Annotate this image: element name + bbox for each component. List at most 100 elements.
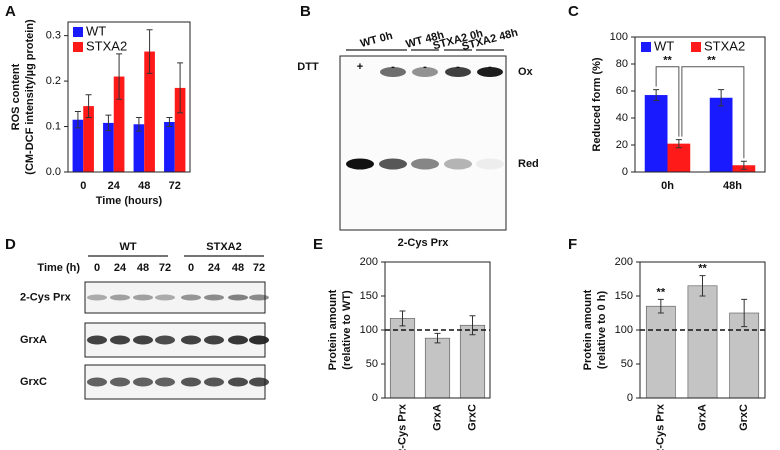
legend-swatch — [641, 42, 651, 52]
y-tick-label: 100 — [615, 324, 633, 336]
bar — [667, 143, 691, 172]
legend-label: WT — [654, 38, 674, 53]
x-tick-label: GrxA — [431, 404, 443, 431]
time-value: 0 — [94, 262, 100, 274]
blot-band — [228, 377, 248, 387]
blot-band — [87, 377, 107, 387]
dtt-sign: - — [456, 61, 460, 73]
bar — [644, 95, 668, 172]
blot-band — [204, 294, 224, 301]
bar — [144, 51, 155, 172]
panel-letter: E — [313, 236, 323, 253]
bar — [729, 312, 760, 399]
blot-band — [155, 335, 175, 345]
legend-label: STXA2 — [704, 38, 745, 53]
band-label: Ox — [518, 66, 534, 78]
panel-letter: F — [568, 236, 577, 253]
blot-image — [339, 55, 507, 231]
bar — [687, 285, 718, 399]
y-tick-label: 0.1 — [46, 120, 61, 132]
blot-band — [346, 158, 374, 170]
error-bar — [741, 298, 748, 328]
blot-caption: 2-Cys Prx — [398, 237, 450, 249]
bar — [709, 97, 733, 172]
blot-band — [476, 158, 504, 170]
blot-band — [204, 377, 224, 387]
y-tick-label: 80 — [616, 58, 628, 70]
row-label: GrxA — [20, 334, 47, 346]
y-tick-label: 150 — [615, 290, 633, 302]
error-bar — [399, 310, 406, 327]
y-tick-label: 40 — [616, 112, 628, 124]
x-tick-label: GrxA — [696, 404, 708, 431]
y-axis-label: (relative to 0 h) — [596, 291, 608, 370]
significance-bracket — [681, 66, 745, 159]
time-value: 24 — [208, 262, 221, 274]
legend-swatch — [73, 27, 83, 37]
significance-label: ** — [663, 55, 672, 67]
y-tick-label: 50 — [366, 358, 378, 370]
x-tick-label: 2-Cys Prx — [396, 403, 408, 450]
time-label: Time (h) — [37, 262, 80, 274]
blot-band — [87, 335, 107, 345]
y-tick-label: 0.3 — [46, 30, 61, 42]
legend-label: WT — [86, 23, 106, 38]
blot-band — [411, 158, 439, 170]
y-tick-label: 200 — [615, 256, 633, 268]
blot-band — [155, 377, 175, 387]
x-tick-label: GrxC — [466, 404, 478, 431]
error-bar — [718, 89, 725, 107]
legend-swatch — [73, 42, 83, 52]
blot-band — [228, 335, 248, 345]
time-value: 48 — [232, 262, 244, 274]
y-tick-label: 200 — [360, 256, 378, 268]
panel-letter: B — [300, 3, 311, 20]
error-bar — [74, 111, 81, 129]
dtt-sign: + — [357, 61, 363, 73]
error-bar — [657, 298, 664, 314]
error-bar — [177, 62, 184, 114]
plot-frame — [384, 261, 491, 399]
time-value: 72 — [159, 262, 171, 274]
bar — [424, 337, 451, 399]
x-tick-label: 72 — [169, 180, 181, 192]
blot-band — [380, 67, 406, 77]
blot-band — [444, 158, 472, 170]
blot-band — [249, 335, 269, 345]
blot-band — [110, 335, 130, 345]
y-tick-label: 50 — [621, 358, 633, 370]
blot-band — [133, 294, 153, 301]
error-bar — [469, 315, 476, 336]
blot-band — [445, 67, 471, 77]
blot-band — [379, 158, 407, 170]
y-tick-label: 0 — [622, 166, 628, 178]
legend-label: STXA2 — [86, 38, 127, 53]
time-value: 0 — [188, 262, 194, 274]
error-bar — [146, 29, 153, 74]
y-axis-label: Reduced form (%) — [591, 57, 603, 151]
y-tick-label: 60 — [616, 85, 628, 97]
significance-label: ** — [657, 286, 666, 298]
y-tick-label: 0.2 — [46, 75, 61, 87]
blot-band — [110, 294, 130, 301]
dtt-sign: - — [391, 61, 395, 73]
time-value: 48 — [137, 262, 149, 274]
blot-band — [249, 294, 269, 301]
x-tick-label: 24 — [108, 180, 121, 192]
bar — [72, 119, 84, 172]
bar — [133, 124, 145, 172]
blot-band — [155, 294, 175, 301]
bar — [174, 87, 186, 172]
dtt-label: DTT — [297, 61, 319, 73]
blot-band — [228, 294, 248, 301]
plot-frame — [634, 36, 766, 173]
y-axis-label: (CM-DCF intensity/µg protein) — [24, 19, 36, 175]
x-tick-label: 2-Cys Prx — [655, 403, 667, 450]
y-tick-label: 0 — [372, 392, 378, 404]
bar — [113, 76, 125, 172]
bar — [459, 324, 486, 399]
y-axis-label: (relative to WT) — [341, 290, 353, 370]
blot-band — [133, 377, 153, 387]
y-tick-label: 0.0 — [46, 166, 61, 178]
